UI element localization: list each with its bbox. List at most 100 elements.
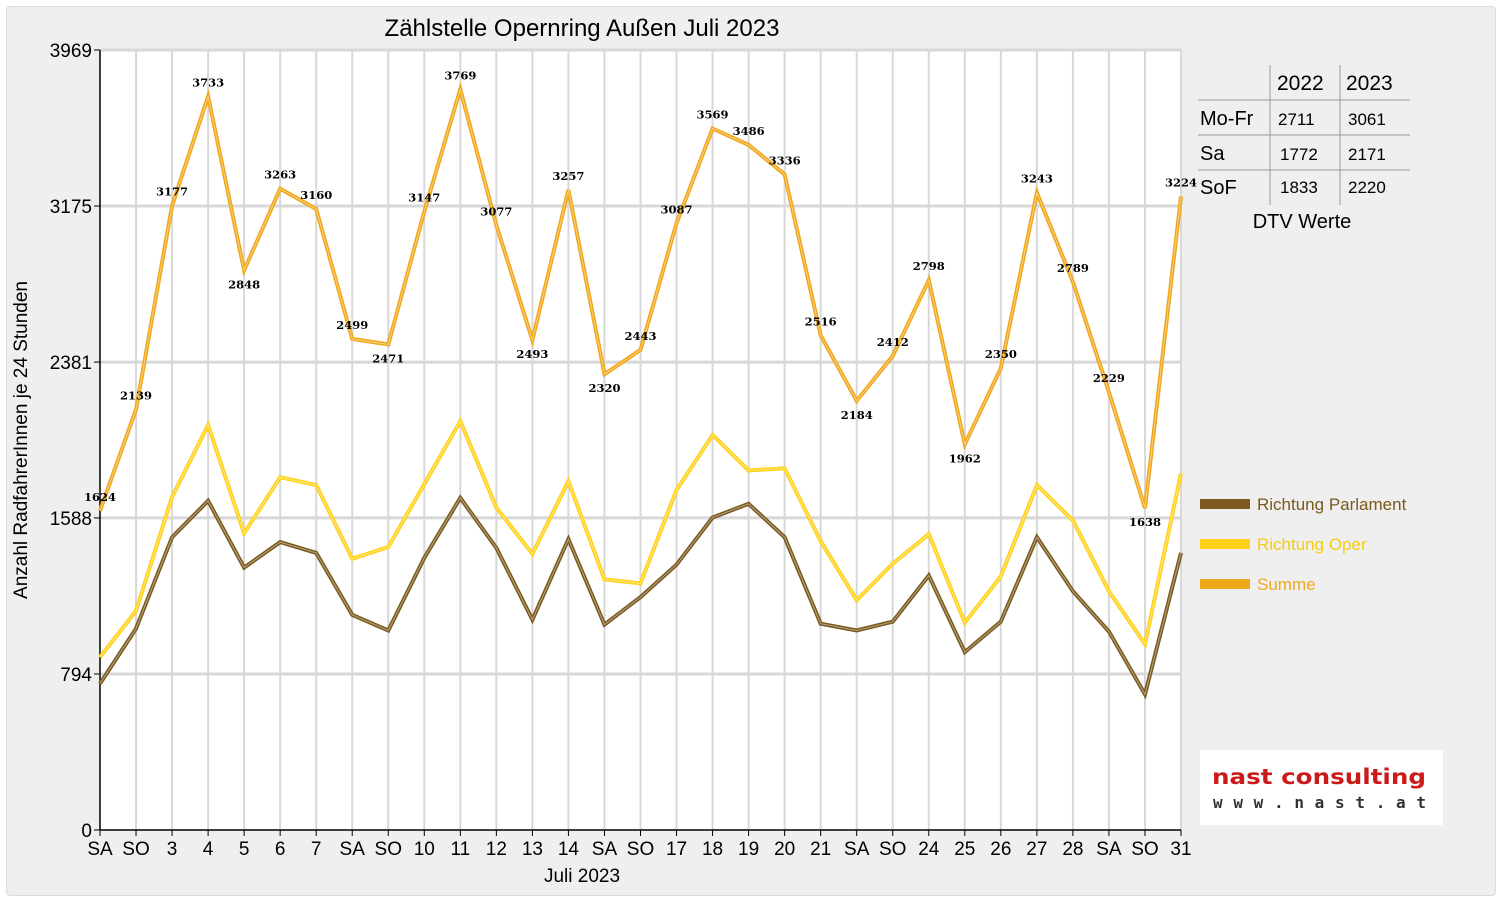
x-tick-label: 10 [414, 839, 435, 860]
legend-label-oper: Richtung Oper [1257, 535, 1367, 554]
dtv-col-2022: 2022 [1277, 72, 1324, 95]
dtv-cell: 2220 [1348, 178, 1386, 197]
data-labels: 1624 2139 3177 3733 2848 3263 3160 2499 2471 3147… [84, 68, 1197, 529]
x-tick-label: SO [375, 839, 402, 860]
data-label: 2493 [516, 347, 548, 361]
x-tick-label: 19 [738, 839, 759, 860]
data-label: 3263 [264, 168, 296, 182]
data-label: 2789 [1057, 261, 1089, 275]
x-tick-label: 5 [239, 839, 250, 860]
x-tick-label: 13 [522, 839, 543, 860]
dtv-row-label: Sa [1200, 143, 1225, 165]
x-tick-label: 12 [486, 839, 507, 860]
y-tick-label: 3969 [50, 41, 92, 62]
data-label: 2320 [588, 381, 620, 395]
nast-logo: nast consulting www.nast.at [1200, 750, 1443, 825]
legend-swatch-summe [1200, 579, 1250, 589]
legend-swatch-parlament [1200, 499, 1250, 509]
data-label: 2443 [624, 329, 656, 343]
series-line-0 [98, 494, 1183, 700]
data-label: 2350 [985, 347, 1017, 361]
x-tick-label: 25 [954, 839, 975, 860]
data-label: 2184 [841, 408, 873, 422]
data-label: 3077 [480, 204, 512, 218]
data-label: 3569 [697, 108, 729, 122]
dtv-row-label: Mo-Fr [1200, 108, 1254, 130]
data-label: 3160 [300, 188, 332, 202]
x-tick-label: SA [1096, 839, 1122, 860]
x-tick-label: 11 [450, 839, 470, 860]
data-label: 3243 [1021, 172, 1053, 186]
x-tick-label: SO [879, 839, 906, 860]
x-tick-label: 24 [918, 839, 940, 860]
dtv-table: 2022 2023 Mo-Fr 2711 3061 Sa 1772 2171 S… [1198, 65, 1410, 233]
legend-swatch-oper [1200, 539, 1250, 549]
series-line-highlight-2 [99, 87, 1182, 511]
x-tick-label: SO [627, 839, 654, 860]
dtv-cell: 1772 [1280, 145, 1318, 164]
series-line-2 [98, 81, 1183, 512]
data-label: 3087 [661, 202, 693, 216]
dtv-cell: 2711 [1278, 110, 1315, 129]
data-label: 1962 [949, 451, 981, 465]
series-line-highlight-1 [99, 420, 1182, 658]
y-tick-label: 0 [81, 821, 92, 842]
dtv-col-2023: 2023 [1346, 72, 1393, 95]
data-label: 1624 [84, 490, 116, 504]
axes: 0 794 1588 2381 3175 3969 SA SO 3 4 5 6 7 SA SO 10 11 12 1… [50, 41, 1192, 860]
x-tick-label: 4 [203, 839, 214, 860]
y-axis-label: Anzahl RadfahrerInnen je 24 Stunden [11, 281, 32, 599]
x-tick-label: 26 [990, 839, 1011, 860]
data-label: 1638 [1129, 515, 1161, 529]
grid [100, 48, 1182, 830]
x-tick-label: SA [844, 839, 870, 860]
y-tick-label: 794 [60, 665, 92, 686]
x-tick-label: 14 [558, 839, 580, 860]
x-tick-label: SA [87, 839, 113, 860]
x-tick-label: SO [122, 839, 149, 860]
x-tick-label: 27 [1026, 839, 1047, 860]
data-label: 3733 [192, 75, 224, 89]
x-tick-label: 31 [1170, 839, 1191, 860]
legend-label-parlament: Richtung Parlament [1257, 495, 1407, 514]
dtv-cell: 3061 [1348, 110, 1386, 129]
dtv-caption: DTV Werte [1253, 211, 1352, 233]
legend: Richtung Parlament Richtung Oper Summe [1200, 495, 1407, 594]
data-label: 3336 [769, 153, 801, 167]
data-label: 2471 [372, 351, 404, 365]
data-label: 3769 [444, 68, 476, 82]
y-tick-label: 2381 [50, 353, 92, 374]
series-line-highlight-0 [99, 496, 1182, 696]
data-label: 2229 [1093, 371, 1125, 385]
dtv-cell: 2171 [1348, 145, 1386, 164]
x-tick-label: 21 [810, 839, 831, 860]
logo-text: nast consulting [1212, 765, 1426, 789]
data-label: 2139 [120, 389, 152, 403]
x-tick-label: 6 [275, 839, 286, 860]
data-label: 2798 [913, 259, 945, 273]
x-tick-label: 3 [167, 839, 178, 860]
data-label: 2499 [336, 318, 368, 332]
x-tick-label: 7 [311, 839, 322, 860]
data-label: 2412 [877, 335, 909, 349]
x-tick-label: 28 [1062, 839, 1083, 860]
data-label: 3177 [156, 185, 188, 199]
chart-title: Zählstelle Opernring Außen Juli 2023 [385, 15, 780, 42]
y-tick-label: 3175 [50, 197, 92, 218]
dtv-row-label: SoF [1200, 177, 1237, 199]
data-label: 3147 [408, 191, 440, 205]
x-axis-label: Juli 2023 [544, 866, 620, 887]
y-tick-label: 1588 [50, 509, 92, 530]
data-label: 2848 [228, 277, 260, 291]
x-tick-label: 20 [774, 839, 795, 860]
x-tick-label: SA [340, 839, 366, 860]
legend-label-summe: Summe [1257, 575, 1316, 594]
data-label: 2516 [805, 315, 837, 329]
x-tick-label: 17 [666, 839, 687, 860]
data-label: 3257 [552, 169, 584, 183]
dtv-cell: 1833 [1280, 178, 1318, 197]
series-line-1 [98, 416, 1183, 659]
x-tick-label: 18 [702, 839, 723, 860]
x-tick-label: SA [592, 839, 618, 860]
